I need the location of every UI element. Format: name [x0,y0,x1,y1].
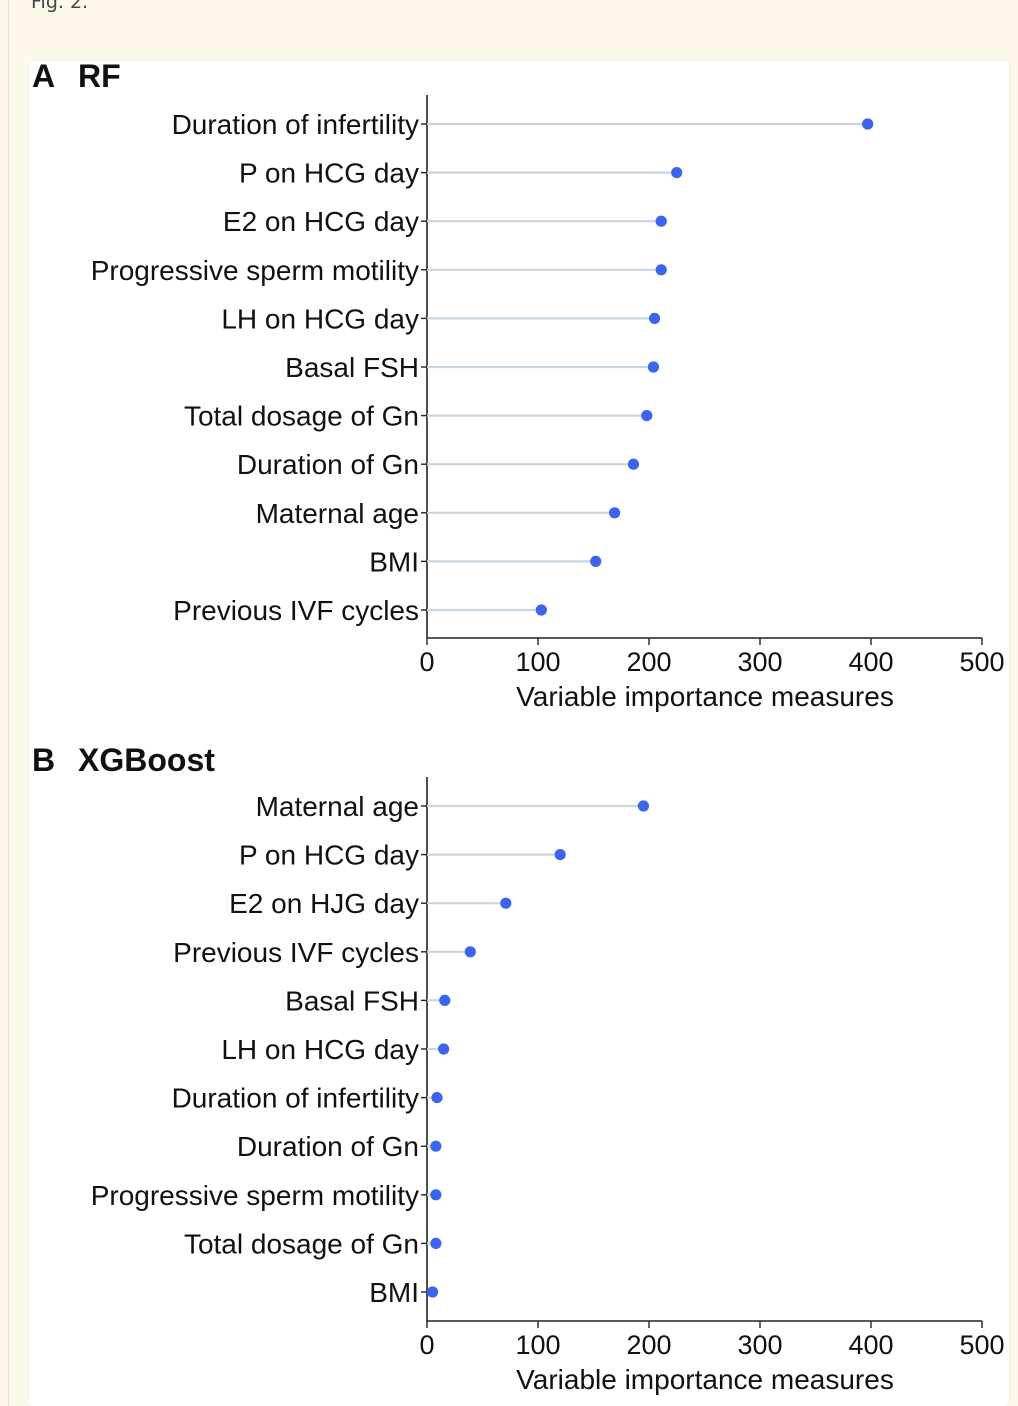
x-tick-label: 200 [626,647,671,677]
category-label: E2 on HCG day [223,206,419,237]
x-tick-label: 500 [959,1330,1004,1360]
category-label: Duration of infertility [172,1083,419,1114]
data-point [439,994,451,1007]
category-label: Duration of infertility [172,109,419,140]
x-tick-label: 400 [848,647,893,677]
category-label: Total dosage of Gn [184,1228,419,1259]
category-label: Previous IVF cycles [173,937,419,968]
data-point [647,361,660,373]
x-tick-label: 0 [419,647,434,677]
data-point [671,167,683,179]
figure-frame [8,0,1017,1406]
data-point [554,849,566,861]
data-point [430,1189,442,1201]
data-point [655,264,667,276]
data-point [655,215,667,227]
data-point [862,118,874,130]
data-point [438,1043,450,1055]
figure-card [29,61,1009,1406]
data-point [430,1237,442,1249]
data-point [464,946,476,958]
panel-letter-b: B [32,742,55,778]
category-label: Progressive sperm motility [91,255,419,286]
category-label: Duration of Gn [237,449,419,480]
data-point [627,458,640,470]
x-tick-label: 500 [959,647,1004,677]
data-point [426,1286,439,1298]
data-point [590,555,602,568]
data-point [500,897,512,909]
category-label: Maternal age [256,498,419,529]
data-point [641,410,653,422]
category-label: LH on HCG day [221,303,419,334]
x-tick-label: 200 [626,1330,671,1360]
x-tick-label: 100 [515,647,560,677]
panel-title: RF [78,58,121,94]
category-label: P on HCG day [239,840,419,871]
x-tick-label: 300 [737,647,782,677]
data-point [648,312,661,324]
category-label: Basal FSH [285,985,419,1016]
category-label: Duration of Gn [237,1131,419,1162]
data-point [430,1140,442,1152]
category-label: LH on HCG day [221,1034,419,1065]
category-label: E2 on HJG day [229,888,419,919]
category-label: BMI [369,546,419,577]
x-tick-label: 400 [848,1330,893,1360]
data-point [431,1092,443,1104]
x-tick-label: 0 [419,1330,434,1360]
x-tick-label: 100 [515,1330,560,1360]
panel-letter-a: A [32,58,55,94]
x-axis-label: Variable importance measures [516,1364,894,1395]
data-point [637,800,650,812]
category-label: BMI [369,1277,419,1308]
category-label: Total dosage of Gn [184,401,419,432]
category-label: Progressive sperm motility [91,1180,419,1211]
panel-title: XGBoost [78,742,215,778]
category-label: Basal FSH [285,352,419,383]
category-label: P on HCG day [239,158,419,189]
x-tick-label: 300 [737,1330,782,1360]
figure-caption: Fig. 2. [31,0,89,13]
x-axis-label: Variable importance measures [516,681,894,712]
category-label: Maternal age [256,791,419,822]
data-point [535,604,547,616]
category-label: Previous IVF cycles [173,595,419,626]
data-point [608,507,621,519]
